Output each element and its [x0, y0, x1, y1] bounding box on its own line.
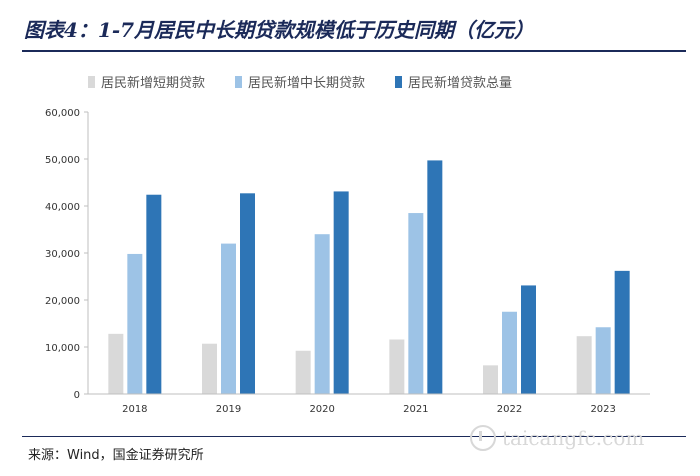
x-tick-label: 2020: [309, 404, 334, 415]
watermark-logo-icon: [470, 425, 496, 451]
bar-2022-series-0: [483, 365, 498, 394]
bar-2019-series-0: [202, 343, 217, 394]
legend-item-short-term: 居民新增短期贷款: [88, 72, 205, 91]
bar-2021-series-0: [389, 339, 405, 394]
legend-swatch-short-term: [88, 75, 95, 88]
source-rule: [22, 436, 686, 437]
bar-2018-series-0: [108, 333, 124, 394]
bar-2019-series-2: [240, 193, 255, 394]
x-tick-label: 2022: [497, 404, 522, 415]
legend-swatch-long-term: [235, 75, 243, 88]
y-tick-label: 40,000: [45, 202, 80, 213]
watermark-text: taicangfc.com: [502, 426, 645, 450]
bar-2023-series-0: [576, 336, 592, 394]
bar-2022-series-1: [502, 311, 517, 394]
chart-title: 图表4：1-7月居民中长期贷款规模低于历史同期（亿元）: [24, 18, 535, 42]
x-axis: 2018 2019 2020 2021 2022 2023: [88, 393, 650, 415]
x-tick-label: 2018: [122, 404, 147, 415]
y-tick-label: 20,000: [45, 296, 80, 307]
y-tick-label: 60,000: [45, 108, 80, 119]
bar-chart: 0 10,000 20,000 30,000 40,000 50,000 60,000 20…: [45, 108, 650, 415]
bar-2019-series-1: [221, 243, 236, 394]
y-axis: 0 10,000 20,000 30,000 40,000 50,000 60,000: [45, 108, 89, 401]
bar-2018-series-1: [127, 253, 143, 394]
source-note: 来源：Wind，国金证券研究所: [28, 448, 204, 463]
bar-2023-series-1: [595, 327, 611, 394]
legend-label-short-term: 居民新增短期贷款: [101, 76, 206, 91]
bar-2020-series-0: [295, 350, 311, 394]
bar-2021-series-1: [408, 213, 424, 394]
bar-2020-series-2: [333, 191, 349, 394]
y-tick-label: 50,000: [45, 155, 80, 166]
x-tick-label: 2021: [403, 404, 428, 415]
legend-label-long-term: 居民新增中长期贷款: [248, 76, 366, 91]
legend-label-total: 居民新增贷款总量: [408, 76, 513, 91]
y-tick-label: 0: [74, 390, 80, 401]
bar-2018-series-2: [146, 194, 162, 394]
bar-2023-series-2: [614, 270, 630, 394]
title-rule: [22, 50, 686, 52]
x-tick-label: 2019: [216, 404, 241, 415]
bar-2022-series-2: [521, 285, 536, 394]
bars: [108, 160, 630, 394]
legend: 居民新增短期贷款 居民新增中长期贷款 居民新增贷款总量: [88, 72, 512, 91]
legend-swatch-total: [395, 75, 403, 88]
bar-2020-series-1: [314, 234, 330, 394]
legend-item-total: 居民新增贷款总量: [395, 72, 512, 91]
y-tick-label: 30,000: [45, 249, 80, 260]
watermark: taicangfc.com: [470, 425, 644, 451]
x-tick-label: 2023: [590, 404, 615, 415]
y-tick-label: 10,000: [45, 343, 80, 354]
legend-item-long-term: 居民新增中长期贷款: [235, 72, 365, 91]
bar-2021-series-2: [427, 160, 443, 394]
